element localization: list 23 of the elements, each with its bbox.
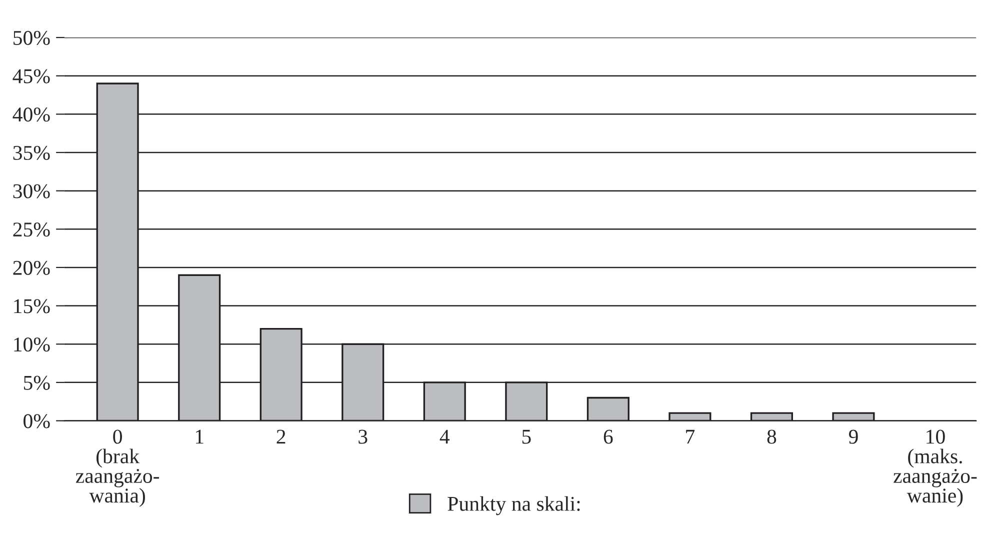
y-tick-label: 30%	[13, 184, 50, 198]
x-tick-label: 2	[276, 430, 286, 444]
x-tick-label: 5	[522, 430, 531, 444]
y-tick-label: 50%	[14, 30, 50, 46]
legend-label: Punkty na skali:	[448, 496, 580, 516]
x-tick-label: 10 (maks. zaangażo- wanie)	[894, 430, 977, 507]
y-tick-label: 15%	[14, 299, 50, 314]
x-tick-label: 0 (brak zaangażo- wania)	[76, 430, 160, 507]
y-tick-label: 40%	[12, 108, 50, 122]
y-tick-label: 25%	[13, 222, 50, 237]
y-tick-label: 10%	[14, 337, 50, 352]
y-tick-label: 5%	[24, 376, 50, 390]
x-tick-label: 8	[767, 430, 776, 444]
y-tick-label: 20%	[13, 260, 50, 275]
x-tick-label: 4	[440, 430, 450, 444]
x-tick-label: 7	[686, 430, 695, 444]
x-tick-label: 1	[196, 430, 204, 444]
y-tick-label: 0%	[24, 414, 50, 428]
x-tick-label: 9	[848, 430, 858, 444]
y-tick-label: 45%	[12, 69, 50, 84]
x-tick-label: 6	[604, 430, 613, 444]
x-tick-label: 3	[358, 430, 368, 444]
y-tick-label: 35%	[13, 146, 50, 160]
